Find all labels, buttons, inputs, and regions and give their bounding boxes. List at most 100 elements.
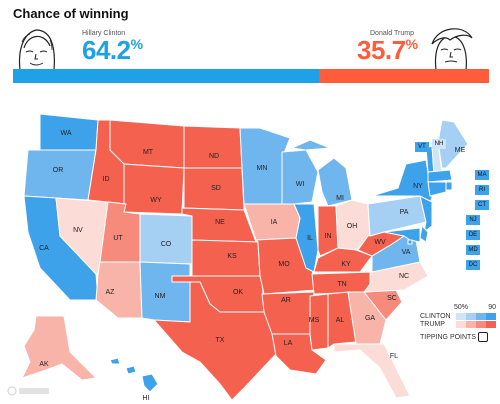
chart-title: Chance of winning (13, 6, 129, 21)
state-al[interactable] (327, 291, 357, 349)
legend-swatch-d1 (456, 313, 466, 320)
state-nm[interactable] (139, 261, 191, 323)
state-ga[interactable] (347, 291, 387, 345)
box-de[interactable]: DE (466, 230, 480, 240)
legend-swatch-r1 (456, 321, 466, 328)
state-fl[interactable] (333, 343, 411, 399)
box-ma[interactable]: MA (475, 170, 489, 180)
legend-swatch-r2 (466, 321, 476, 328)
watermark-logo (6, 384, 52, 398)
label-mo: MO (278, 261, 290, 268)
state-nd[interactable] (183, 125, 243, 169)
trump-portrait-icon (428, 22, 474, 70)
legend-swatch-d3 (476, 313, 486, 320)
state-hi[interactable] (109, 357, 159, 393)
clinton-chance: 64.2% (82, 37, 143, 63)
odds-bar (13, 69, 489, 83)
label-wy: WY (150, 197, 162, 204)
state-ri[interactable] (445, 181, 453, 191)
box-nj[interactable]: NJ (466, 215, 480, 225)
state-ms[interactable] (309, 293, 329, 351)
label-ut: UT (113, 235, 123, 242)
box-md[interactable]: MD (466, 245, 480, 255)
label-ks: KS (227, 253, 237, 260)
label-ga: GA (365, 315, 375, 322)
legend: 50% 90 CLINTON TRUMP TIPPING POINTS (420, 304, 498, 344)
label-pa: PA (400, 209, 409, 216)
label-oh: OH (347, 223, 358, 230)
state-ks[interactable] (191, 239, 261, 277)
label-ar: AR (281, 297, 291, 304)
state-md[interactable] (383, 227, 421, 243)
state-ak[interactable] (21, 315, 97, 381)
state-nj[interactable] (419, 195, 433, 233)
label-ky: KY (341, 261, 351, 268)
label-mn: MN (257, 165, 268, 172)
state-in[interactable] (317, 205, 339, 257)
state-or[interactable] (23, 149, 97, 201)
state-wi[interactable] (281, 149, 319, 205)
state-co[interactable] (139, 213, 193, 265)
us-electoral-map: WA OR CA NV ID MT WY UT AZ CO NM ND SD N… (21, 113, 469, 402)
state-il[interactable] (293, 203, 319, 273)
label-al: AL (336, 317, 345, 324)
box-ct[interactable]: CT (475, 200, 489, 210)
state-mt[interactable] (109, 119, 185, 169)
legend-swatch-r3 (476, 321, 486, 328)
label-nd: ND (209, 153, 219, 160)
label-az: AZ (106, 289, 116, 296)
label-nc: NC (399, 273, 409, 280)
box-vt[interactable]: VT (415, 142, 429, 152)
legend-clinton-swatches (456, 313, 496, 320)
label-wa: WA (60, 130, 71, 137)
legend-swatch-r4 (486, 321, 496, 328)
label-ak: AK (39, 361, 49, 368)
label-in: IN (325, 233, 332, 240)
legend-trump-swatches (456, 321, 496, 328)
state-az[interactable] (95, 261, 143, 319)
tipping-point-box-icon (478, 332, 489, 342)
label-tx: TX (216, 337, 225, 344)
label-sc: SC (387, 295, 397, 302)
clinton-name: Hillary Clinton (82, 30, 126, 37)
legend-scale-low: 50% (454, 304, 469, 311)
label-mi: MI (336, 195, 344, 202)
clinton-pct-symbol: % (130, 36, 143, 52)
legend-trump-label: TRUMP (420, 321, 445, 328)
label-me: ME (455, 147, 466, 154)
legend-swatch-d2 (466, 313, 476, 320)
legend-tipping-points[interactable]: TIPPING POINTS (420, 332, 489, 342)
label-wi: WI (296, 181, 305, 188)
state-wy[interactable] (123, 163, 185, 215)
label-wv: WV (374, 239, 386, 246)
legend-swatch-d4 (486, 313, 496, 320)
legend-scale-labels: 50% 90 (454, 304, 498, 311)
label-hi: HI (143, 395, 150, 402)
label-ne: NE (215, 219, 225, 226)
state-ct[interactable] (427, 181, 447, 197)
legend-clinton-label: CLINTON (420, 313, 451, 320)
label-ms: MS (309, 317, 320, 324)
legend-tipping-points-label: TIPPING POINTS (420, 333, 477, 341)
state-de[interactable] (419, 225, 429, 243)
state-pa[interactable] (367, 195, 427, 237)
legend-scale-high: 90 (488, 304, 496, 311)
clinton-chance-value: 64.2 (82, 35, 131, 65)
box-ri[interactable]: RI (475, 185, 489, 195)
state-me[interactable] (437, 119, 469, 169)
label-fl: FL (390, 353, 398, 360)
state-ma[interactable] (427, 169, 453, 183)
box-nh[interactable]: NH (432, 139, 446, 149)
trump-pct-symbol: % (405, 36, 418, 52)
label-ny: NY (413, 183, 423, 190)
label-id: ID (103, 176, 110, 183)
trump-chance: 35.7% (357, 37, 418, 63)
label-ca: CA (39, 245, 49, 252)
state-dc[interactable] (407, 239, 413, 245)
label-sd: SD (211, 185, 221, 192)
label-co: CO (161, 241, 172, 248)
label-ok: OK (233, 289, 243, 296)
box-dc[interactable]: DC (466, 260, 480, 270)
state-labels: WA OR CA NV ID MT WY UT AZ CO NM ND SD N… (39, 130, 465, 402)
label-or: OR (53, 167, 64, 174)
